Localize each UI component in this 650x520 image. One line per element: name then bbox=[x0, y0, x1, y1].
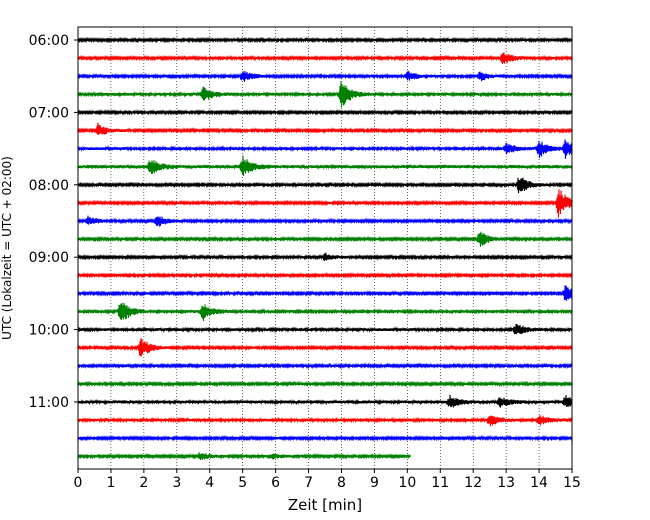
trace-line bbox=[77, 434, 573, 442]
x-tick-label: 12 bbox=[464, 475, 482, 491]
trace-line bbox=[77, 81, 573, 108]
x-tick-label: 7 bbox=[304, 475, 313, 491]
trace-line bbox=[77, 452, 412, 461]
y-tick-label: 07:00 bbox=[29, 105, 69, 121]
trace-line bbox=[77, 380, 573, 388]
trace-line bbox=[77, 394, 573, 408]
trace-line bbox=[77, 302, 573, 321]
y-axis-ticks: 06:00 07:00 08:00 09:00 10:00 11:00 bbox=[29, 33, 78, 411]
y-tick-label: 10:00 bbox=[29, 323, 69, 339]
x-tick-label: 9 bbox=[370, 475, 379, 491]
y-axis-label: UTC (Lokalzeit = UTC + 02:00) bbox=[0, 156, 14, 340]
trace-line bbox=[77, 215, 573, 227]
x-tick-label: 5 bbox=[238, 475, 247, 491]
trace-line bbox=[77, 52, 573, 65]
x-tick-label: 0 bbox=[74, 475, 83, 491]
trace-line bbox=[77, 362, 573, 370]
y-tick-label: 09:00 bbox=[29, 250, 69, 266]
trace-line bbox=[77, 70, 573, 82]
trace-line bbox=[77, 231, 573, 247]
x-tick-label: 8 bbox=[337, 475, 346, 491]
trace-line bbox=[77, 189, 573, 218]
trace-line bbox=[77, 177, 573, 194]
trace-line bbox=[77, 122, 573, 135]
trace-line bbox=[77, 271, 573, 279]
x-tick-label: 6 bbox=[271, 475, 280, 491]
x-tick-label: 3 bbox=[172, 475, 181, 491]
trace-line bbox=[77, 415, 573, 427]
trace-line bbox=[77, 36, 573, 44]
x-tick-label: 11 bbox=[431, 475, 449, 491]
trace-line bbox=[77, 338, 573, 357]
x-axis-ticks: 0 1 2 3 4 5 6 7 8 9 10 11 12 13 14 15 bbox=[74, 469, 581, 491]
y-tick-label: 08:00 bbox=[29, 178, 69, 194]
y-tick-label: 06:00 bbox=[29, 33, 69, 49]
x-tick-label: 13 bbox=[497, 475, 515, 491]
trace-line bbox=[77, 155, 573, 176]
x-tick-label: 14 bbox=[530, 475, 548, 491]
x-tick-label: 10 bbox=[398, 475, 416, 491]
x-tick-label: 4 bbox=[205, 475, 214, 491]
seismic-traces bbox=[77, 36, 573, 461]
trace-line bbox=[77, 285, 573, 301]
trace-line bbox=[77, 109, 573, 116]
plot-frame bbox=[77, 26, 573, 470]
x-axis-label: Zeit [min] bbox=[288, 496, 362, 514]
trace-line bbox=[77, 252, 573, 261]
trace-line bbox=[77, 324, 573, 335]
x-tick-label: 2 bbox=[139, 475, 148, 491]
x-tick-label: 15 bbox=[563, 475, 581, 491]
y-tick-label: 11:00 bbox=[29, 395, 69, 411]
trace-line bbox=[77, 139, 573, 159]
x-tick-label: 1 bbox=[106, 475, 115, 491]
